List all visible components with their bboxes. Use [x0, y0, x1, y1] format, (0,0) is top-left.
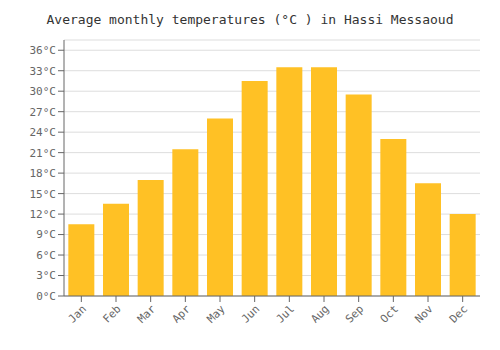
svg-text:24°C: 24°C — [30, 126, 57, 139]
svg-text:Nov: Nov — [412, 302, 436, 326]
svg-text:15°C: 15°C — [30, 188, 57, 201]
svg-text:0°C: 0°C — [36, 290, 56, 303]
svg-text:30°C: 30°C — [30, 85, 57, 98]
svg-text:Apr: Apr — [170, 302, 194, 326]
html-text:Average monthly temperatures (: Average monthly temperatures (°C ) in Ha… — [46, 12, 454, 27]
svg-text:Jun: Jun — [239, 302, 262, 325]
svg-text:12°C: 12°C — [30, 208, 57, 221]
svg-text:27°C: 27°C — [30, 106, 57, 119]
svg-text:Sep: Sep — [343, 302, 366, 325]
svg-text:Jan: Jan — [66, 302, 89, 325]
svg-text:Feb: Feb — [100, 302, 123, 325]
svg-text:Dec: Dec — [447, 302, 470, 325]
svg-text:6°C: 6°C — [36, 249, 56, 262]
svg-text:Jul: Jul — [274, 302, 297, 325]
svg-text:May: May — [204, 302, 228, 326]
svg-text:Aug: Aug — [308, 302, 331, 325]
svg-text:9°C: 9°C — [36, 228, 56, 241]
svg-text:36°C: 36°C — [30, 44, 57, 57]
svg-text:21°C: 21°C — [30, 147, 57, 160]
svg-text:18°C: 18°C — [30, 167, 57, 180]
svg-text:3°C: 3°C — [36, 269, 56, 282]
svg-text:Oct: Oct — [378, 302, 401, 325]
svg-text:33°C: 33°C — [30, 65, 57, 78]
svg-text:Mar: Mar — [135, 302, 159, 326]
